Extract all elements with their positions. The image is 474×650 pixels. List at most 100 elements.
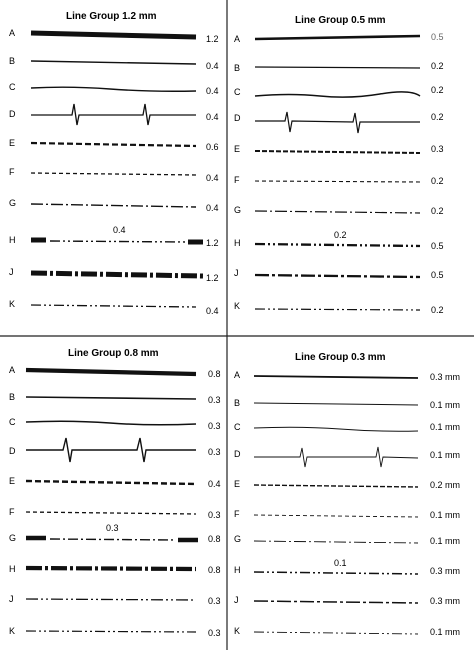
line-sample: [25, 367, 197, 377]
line-sample: [25, 420, 197, 426]
row-code: C: [9, 82, 16, 92]
line-sample: [253, 600, 419, 604]
line-sample: [253, 631, 419, 635]
panel-0-8mm: Line Group 0.8 mm A B C D E F G H J K 0.…: [9, 348, 221, 638]
row-value: 0.5: [431, 32, 444, 42]
line-sample: [30, 30, 197, 40]
row-code: H: [234, 238, 241, 248]
line-sample: [31, 103, 196, 126]
row-code: F: [9, 507, 15, 517]
row-code: E: [9, 476, 15, 486]
row-value: 0.2: [431, 176, 444, 186]
row-value: 0.8: [208, 534, 221, 544]
row-code: K: [234, 301, 240, 311]
row-code: C: [9, 417, 16, 427]
row-value: 0.3 mm: [430, 566, 460, 576]
row-code: A: [9, 28, 15, 38]
row-value: 0.8: [208, 369, 221, 379]
row-code: F: [234, 175, 240, 185]
row-value: 0.3: [208, 628, 221, 638]
row-code: B: [9, 56, 15, 66]
line-sample: [30, 141, 197, 148]
line-sample: [30, 203, 197, 208]
panel-0-3mm: Line Group 0.3 mm A B C D E F G H J K 0.…: [234, 352, 460, 637]
row-value: 0.2: [431, 305, 444, 315]
row-code: C: [234, 422, 241, 432]
line-sample: [25, 479, 197, 486]
row-value: 0.2 mm: [430, 480, 460, 490]
line-sample: [25, 396, 197, 400]
row-value: 0.3: [208, 395, 221, 405]
row-code: B: [234, 63, 240, 73]
row-value: 0.5: [431, 241, 444, 251]
line-sample: [254, 91, 421, 98]
panel-0-5mm: Line Group 0.5 mm A B C D E F G H J K 0.…: [234, 15, 444, 315]
row-value: 0.2: [431, 85, 444, 95]
line-sample: [254, 66, 421, 69]
line-sample: [253, 540, 419, 544]
row-value: 0.1 mm: [430, 627, 460, 637]
line-sample: [30, 60, 197, 65]
line-sample: [253, 375, 419, 379]
row-code: A: [9, 365, 15, 375]
line-sample: [25, 511, 197, 515]
row-code: H: [9, 235, 16, 245]
line-sample: [254, 242, 421, 248]
panel-title: Line Group 0.3 mm: [295, 352, 386, 363]
line-sample: [26, 437, 196, 463]
row-code: D: [234, 449, 241, 459]
row-value: 0.1 mm: [430, 422, 460, 432]
row-value: 0.4: [206, 112, 219, 122]
row-code: D: [9, 109, 16, 119]
row-code: F: [234, 509, 240, 519]
row-code: J: [9, 594, 14, 604]
line-sample: [253, 514, 419, 518]
line-sample: [25, 630, 197, 633]
row-value: 0.4: [206, 86, 219, 96]
row-code: H: [9, 564, 16, 574]
line-sample: [254, 446, 419, 468]
line-sample: [30, 270, 204, 279]
row-value: 0.1 mm: [430, 510, 460, 520]
panel-title: Line Group 0.8 mm: [68, 348, 159, 359]
inline-label: 0.2: [334, 230, 347, 240]
row-code: J: [234, 595, 239, 605]
row-code: K: [9, 299, 15, 309]
row-code: A: [234, 34, 240, 44]
inline-label: 0.1: [334, 558, 347, 568]
row-value: 0.3: [208, 596, 221, 606]
line-sample: [49, 538, 176, 541]
line-sample: [30, 304, 197, 308]
panel-title: Line Group 0.5 mm: [295, 15, 386, 26]
row-value: 0.2: [431, 112, 444, 122]
row-code: G: [234, 534, 241, 544]
line-sample: [253, 571, 419, 575]
inline-label: 0.3: [106, 523, 119, 533]
panel-title: Line Group 1.2 mm: [66, 11, 157, 22]
row-value: 0.4: [208, 479, 221, 489]
row-code: H: [234, 565, 241, 575]
row-value: 0.3: [431, 144, 444, 154]
line-sample: [254, 180, 421, 183]
row-code: E: [9, 138, 15, 148]
row-code: G: [234, 205, 241, 215]
row-value: 0.3: [208, 447, 221, 457]
row-code: A: [234, 370, 240, 380]
row-code: B: [234, 398, 240, 408]
line-sample: [254, 273, 421, 279]
row-code: C: [234, 87, 241, 97]
line-sample: [253, 426, 419, 432]
row-code: G: [9, 533, 16, 543]
row-value: 0.1 mm: [430, 400, 460, 410]
row-value: 0.4: [206, 173, 219, 183]
line-sample: [253, 484, 419, 488]
row-value: 1.2: [206, 273, 219, 283]
row-value: 0.2: [431, 61, 444, 71]
row-code: E: [234, 479, 240, 489]
line-sample: [254, 150, 421, 154]
row-value: 0.3 mm: [430, 596, 460, 606]
line-sample: [254, 34, 421, 41]
row-value: 1.2: [206, 238, 219, 248]
inline-label: 0.4: [113, 225, 126, 235]
